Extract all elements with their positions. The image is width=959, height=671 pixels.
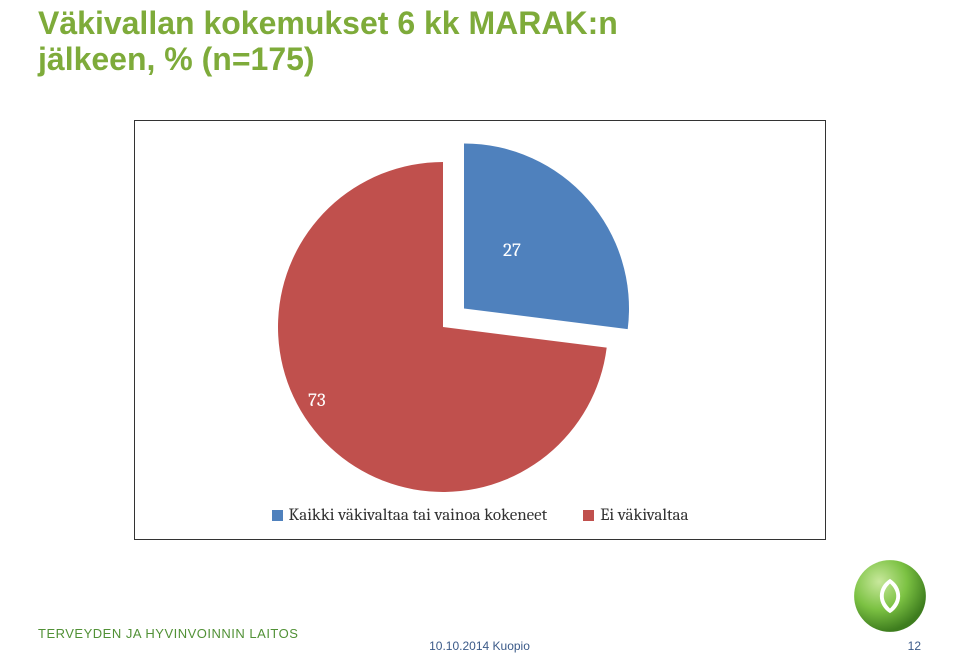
pie-slice-label-0: 27 (503, 239, 521, 261)
legend-label-0: Kaikki väkivaltaa tai vainoa kokeneet (289, 506, 548, 525)
pie-chart-container: 27 73 Kaikki väkivaltaa tai vainoa koken… (134, 120, 826, 540)
pie-slice (464, 143, 629, 329)
legend-label-1: Ei väkivaltaa (600, 506, 688, 525)
title-line-2: jälkeen, % (n=175) (38, 41, 315, 77)
footer-page-number: 12 (908, 639, 921, 653)
page-title: Väkivallan kokemukset 6 kk MARAK:n jälke… (38, 6, 918, 78)
logo-icon (851, 557, 929, 635)
chart-legend: Kaikki väkivaltaa tai vainoa kokeneet Ei… (135, 506, 825, 525)
legend-swatch-0 (272, 510, 283, 521)
footer-date: 10.10.2014 Kuopio (429, 639, 530, 653)
legend-item-0: Kaikki väkivaltaa tai vainoa kokeneet (272, 506, 548, 525)
title-line-1: Väkivallan kokemukset 6 kk MARAK:n (38, 5, 618, 41)
thl-logo (851, 557, 929, 635)
legend-item-1: Ei väkivaltaa (583, 506, 688, 525)
footer-brand: TERVEYDEN JA HYVINVOINNIN LAITOS (38, 626, 298, 641)
slide: Väkivallan kokemukset 6 kk MARAK:n jälke… (0, 0, 959, 671)
pie-slice-label-1: 73 (308, 389, 326, 411)
legend-swatch-1 (583, 510, 594, 521)
pie-chart (135, 121, 825, 539)
